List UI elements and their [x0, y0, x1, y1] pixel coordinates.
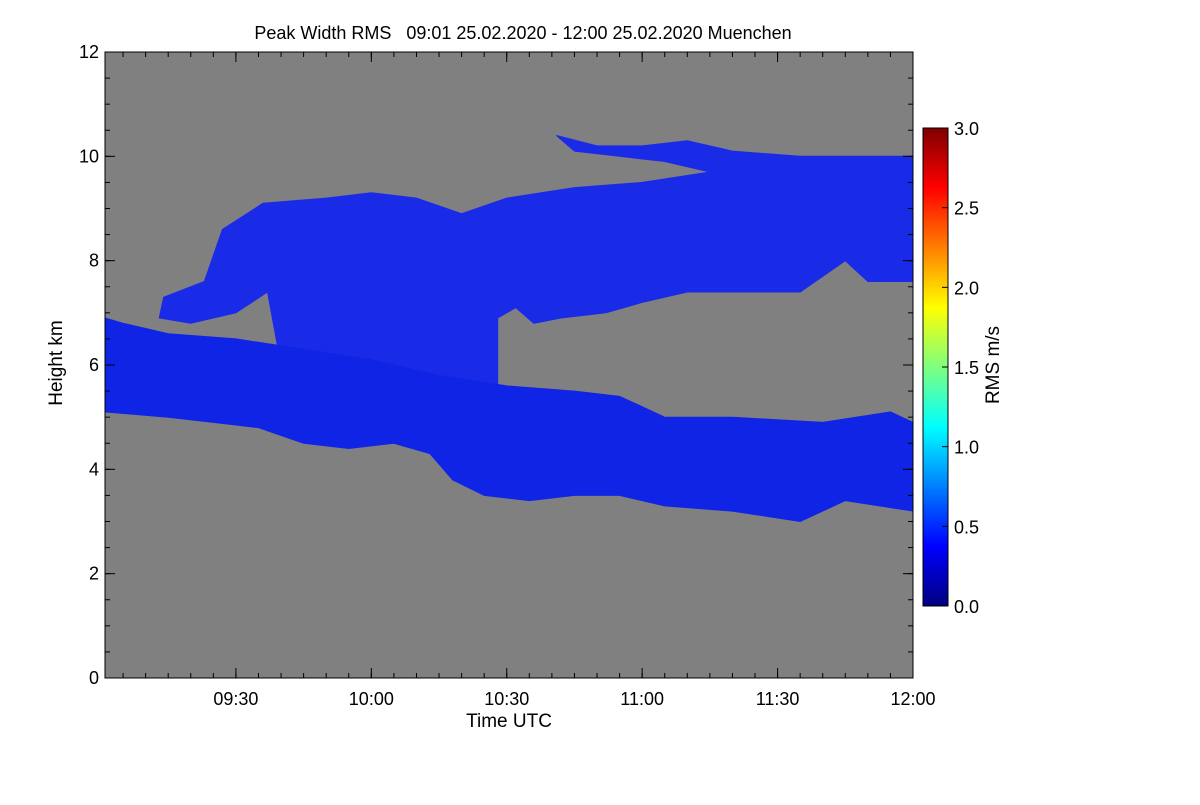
y-tick-label: 6 [89, 355, 99, 375]
colorbar: 0.0 0.5 1.0 1.5 2.0 2.5 3.0 [922, 119, 979, 617]
regions-layer [104, 135, 914, 523]
x-tick-label: 09:30 [213, 689, 258, 709]
x-axis: 09:30 10:00 10:30 11:00 11:30 12:00 [122, 52, 936, 709]
colorbar-tick-label: 1.0 [954, 438, 979, 458]
y-tick-label: 12 [79, 42, 99, 62]
colorbar-tick-label: 2.0 [954, 278, 979, 298]
y-tick-label: 4 [89, 459, 99, 479]
colorbar-title: RMS m/s [983, 326, 1004, 404]
x-axis-title: Time UTC [466, 711, 552, 732]
y-tick-label: 8 [89, 251, 99, 271]
colorbar-tick-label: 0.0 [954, 597, 979, 617]
x-tick-label: 11:00 [620, 689, 664, 709]
x-tick-label: 10:30 [484, 689, 529, 709]
chart-title: Peak Width RMS 09:01 25.02.2020 - 12:00 … [254, 23, 791, 43]
x-tick-label: 11:30 [756, 689, 800, 709]
colorbar-tick-label: 0.5 [954, 517, 979, 537]
y-tick-label: 0 [89, 668, 99, 688]
x-tick-label: 12:00 [890, 689, 935, 709]
colorbar-tick-label: 3.0 [954, 119, 979, 139]
y-tick-label: 2 [89, 564, 99, 584]
x-tick-label: 10:00 [349, 689, 394, 709]
y-axis-title: Height km [46, 320, 67, 406]
colorbar-tick-label: 1.5 [954, 358, 979, 378]
region-lower-cloud-layer [104, 317, 914, 523]
y-tick-label: 10 [79, 146, 99, 166]
colorbar-tick-label: 2.5 [954, 199, 979, 219]
y-axis: 0 2 4 6 8 10 12 [79, 42, 913, 688]
